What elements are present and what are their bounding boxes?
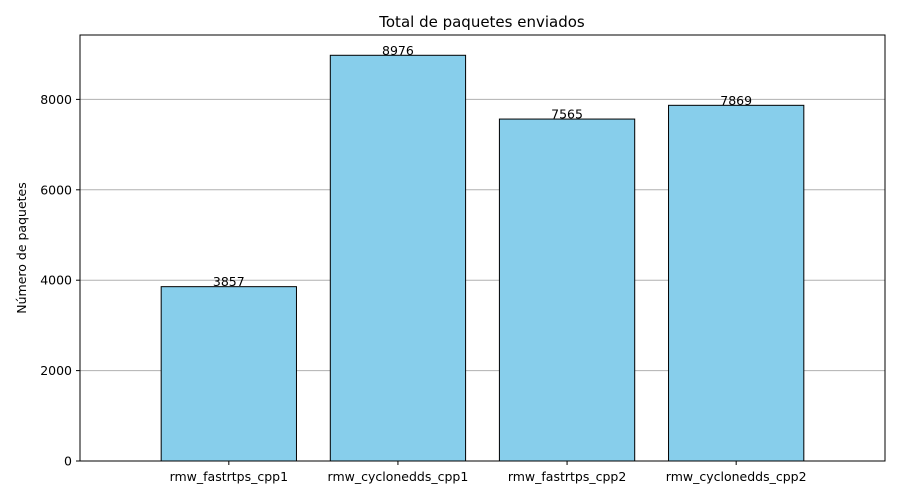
y-axis-ticks: 0 2000 4000 6000 8000 [40, 92, 80, 469]
x-tick-label: rmw_fastrtps_cpp1 [170, 469, 288, 484]
data-label: 8976 [382, 43, 414, 58]
y-tick-label: 4000 [40, 273, 72, 288]
x-axis-ticks: rmw_fastrtps_cpp1 rmw_cyclonedds_cpp1 rmw_… [170, 461, 807, 484]
y-tick-label: 0 [64, 454, 72, 469]
y-axis-label: Número de paquetes [14, 182, 29, 313]
data-label: 7869 [720, 93, 752, 108]
bar [668, 104, 805, 462]
y-tick-label: 2000 [40, 363, 72, 378]
bar [498, 118, 636, 462]
plot-frame [79, 34, 886, 462]
data-label: 3857 [213, 274, 245, 289]
data-labels: 3857 8976 7565 7869 [213, 43, 752, 289]
y-tick-label: 6000 [40, 182, 72, 197]
bars [160, 54, 805, 462]
x-tick-label: rmw_fastrtps_cpp2 [508, 469, 626, 484]
bar [160, 286, 297, 462]
bar [329, 54, 467, 462]
x-tick-label: rmw_cyclonedds_cpp2 [666, 469, 807, 484]
data-label: 7565 [551, 107, 583, 122]
y-tick-label: 8000 [40, 92, 72, 107]
chart-title: Total de paquetes enviados [378, 13, 585, 31]
x-tick-label: rmw_cyclonedds_cpp1 [328, 469, 469, 484]
